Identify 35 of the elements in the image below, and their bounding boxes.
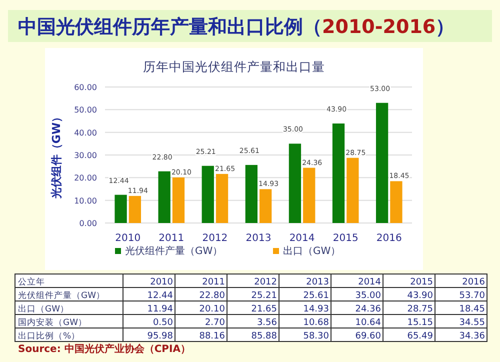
bar [158, 171, 170, 223]
y-tick-label: 40.00 [74, 128, 97, 138]
chart-title: 中国光伏组件历年产量和出口比例（2010-2016） [18, 16, 455, 38]
x-tick-label: 2015 [332, 233, 358, 244]
x-tick-label: 2013 [246, 233, 272, 244]
data-table: 公立年 2010 2011 2012 2013 2014 2015 2016 光伏组件产量（GW） 12.44 22.80 25.21 25.61 35.00 43.90 53.70 出口（GW） 11.94 20.10 21.65 14.93 24.36 28.75 18.45 国内安装（GW） 0.50 2.70 3.56 10.68 10.64 15.15 34.55 出口比例（%） 95.98 88.16 85.88 58.30 69.60 65.49 34.36 [14, 274, 488, 342]
x-tick-label: 2010 [115, 233, 141, 244]
bar [303, 168, 316, 223]
y-axis-title: 光伏组件（GW） [50, 111, 63, 200]
y-tick-label: 10.00 [74, 196, 97, 206]
x-tick-label: 2016 [376, 233, 402, 244]
y-tick-label: 50.00 [74, 106, 97, 115]
y-tick-label: 20.00 [74, 174, 97, 183]
legend-label: 光伏组件产量（GW） [125, 245, 223, 257]
x-tick-label: 2012 [202, 233, 228, 244]
x-tick-label: 2014 [289, 233, 315, 244]
bar [202, 166, 214, 223]
bar [245, 164, 258, 223]
y-tick-label: 60.00 [74, 83, 97, 92]
bar [128, 196, 142, 223]
legend-label: 出口（GW） [283, 245, 341, 257]
bar [114, 194, 127, 223]
bar [346, 158, 359, 223]
y-tick-label: 30.00 [74, 151, 97, 160]
bar [288, 144, 302, 223]
y-tick-label: 0.00 [79, 219, 97, 228]
bar [390, 181, 402, 223]
chart-subtitle: 历年中国光伏组件产量和出口量 [143, 59, 325, 74]
bar [172, 177, 185, 223]
bar [332, 123, 345, 223]
bar [216, 174, 228, 223]
source-note: Source: 中国光伏产业协会（CPIA） [18, 343, 190, 355]
x-tick-label: 2011 [158, 233, 184, 244]
bar [376, 102, 388, 223]
bar [260, 189, 272, 223]
